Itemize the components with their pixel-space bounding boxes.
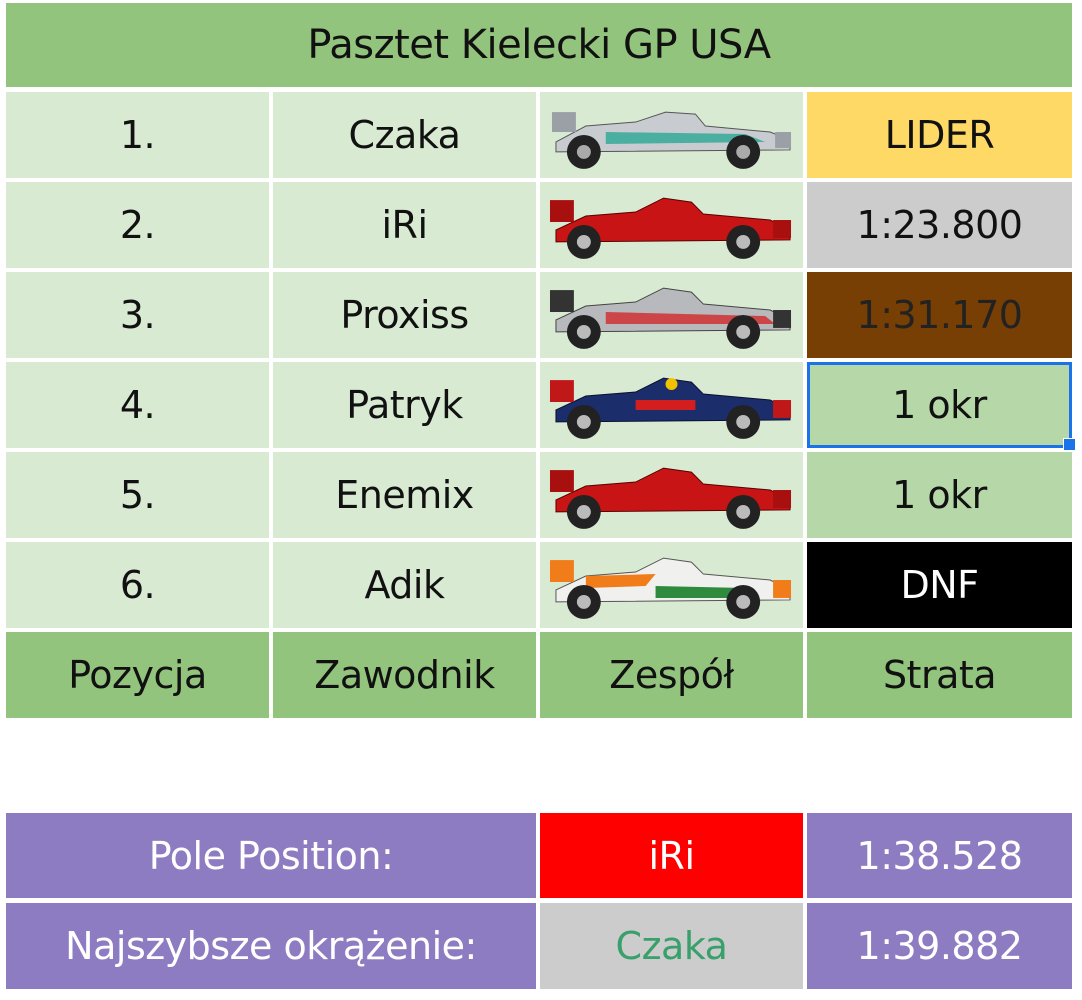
- ferrari-car-icon[interactable]: [540, 452, 803, 538]
- fastest-lap-label[interactable]: Najszybsze okrążenie:: [6, 903, 536, 989]
- car-image: [551, 111, 792, 169]
- position-cell[interactable]: 2.: [6, 182, 269, 268]
- gap-cell[interactable]: 1:23.800: [807, 182, 1072, 268]
- driver-cell[interactable]: Enemix: [273, 452, 536, 538]
- gap-cell[interactable]: DNF: [807, 542, 1072, 628]
- redbull-car-icon[interactable]: [540, 362, 803, 448]
- mclaren-car-icon[interactable]: [540, 272, 803, 358]
- driver-cell[interactable]: Proxiss: [273, 272, 536, 358]
- pole-driver[interactable]: iRi: [540, 813, 803, 898]
- gap-cell[interactable]: LIDER: [807, 92, 1072, 178]
- ferrari-car-icon[interactable]: [540, 182, 803, 268]
- position-cell[interactable]: 6.: [6, 542, 269, 628]
- header-gap[interactable]: Strata: [807, 632, 1072, 718]
- car-image: [549, 557, 792, 619]
- header-driver[interactable]: Zawodnik: [273, 632, 536, 718]
- fastest-lap-time[interactable]: 1:39.882: [807, 903, 1072, 989]
- car-image: [549, 287, 792, 349]
- header-team[interactable]: Zespół: [540, 632, 803, 718]
- position-cell[interactable]: 3.: [6, 272, 269, 358]
- header-position[interactable]: Pozycja: [6, 632, 269, 718]
- car-image: [549, 197, 792, 259]
- gap-cell-selected[interactable]: 1 okr: [807, 362, 1072, 448]
- gap-cell[interactable]: 1 okr: [807, 452, 1072, 538]
- forceindia-car-icon[interactable]: [540, 542, 803, 628]
- pole-label[interactable]: Pole Position:: [6, 813, 536, 898]
- fastest-lap-driver[interactable]: Czaka: [540, 903, 803, 989]
- race-title[interactable]: Pasztet Kielecki GP USA: [6, 3, 1072, 87]
- pole-time[interactable]: 1:38.528: [807, 813, 1072, 898]
- driver-cell[interactable]: Adik: [273, 542, 536, 628]
- mercedes-car-icon[interactable]: [540, 92, 803, 178]
- gap-cell[interactable]: 1:31.170: [807, 272, 1072, 358]
- car-image: [549, 467, 792, 529]
- driver-cell[interactable]: iRi: [273, 182, 536, 268]
- position-cell[interactable]: 4.: [6, 362, 269, 448]
- fill-handle[interactable]: [1063, 438, 1076, 451]
- position-cell[interactable]: 1.: [6, 92, 269, 178]
- position-cell[interactable]: 5.: [6, 452, 269, 538]
- car-image: [549, 377, 792, 439]
- driver-cell[interactable]: Patryk: [273, 362, 536, 448]
- driver-cell[interactable]: Czaka: [273, 92, 536, 178]
